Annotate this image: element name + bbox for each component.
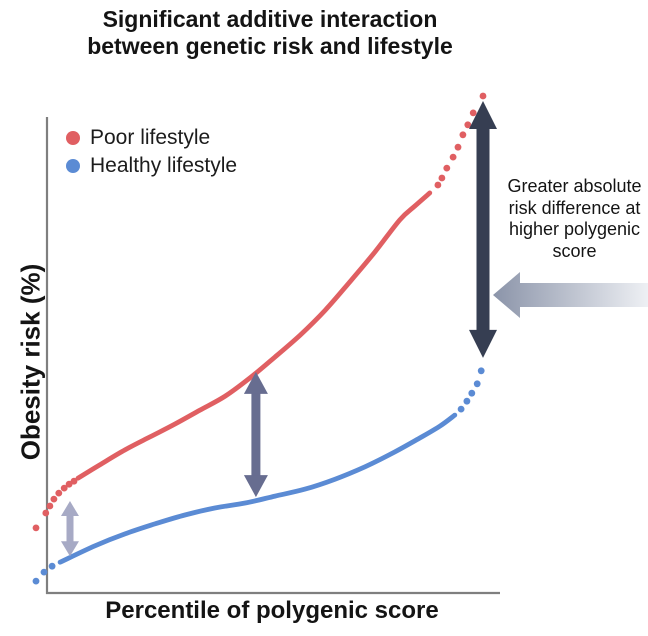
gap-arrows-layer bbox=[60, 100, 497, 557]
risk-gap-high-prs-down-head bbox=[469, 329, 497, 358]
risk-gap-low-prs-down-head bbox=[60, 541, 79, 557]
risk-gap-mid-prs-shaft bbox=[251, 391, 261, 477]
legend-item-healthy-lifestyle: Healthy lifestyle bbox=[66, 152, 237, 180]
risk-gap-high-prs-shaft bbox=[476, 127, 490, 332]
poor-lifestyle-curve-dot bbox=[46, 502, 54, 510]
healthy-lifestyle-curve-dot bbox=[32, 577, 40, 585]
poor-lifestyle-curve-dot bbox=[459, 131, 467, 139]
chart-title: Significant additive interaction between… bbox=[87, 6, 453, 59]
poor-lifestyle-curve-dot bbox=[464, 121, 472, 129]
healthy-lifestyle-curve-dot bbox=[468, 389, 476, 397]
poor-lifestyle-curve-dot bbox=[449, 153, 457, 161]
legend: Poor lifestyle Healthy lifestyle bbox=[66, 124, 237, 180]
side-note-left-arrow-icon bbox=[493, 272, 648, 318]
poor-lifestyle-curve-dot bbox=[50, 495, 58, 503]
poor-lifestyle-curve-dot bbox=[454, 143, 462, 151]
poor-lifestyle-curve-dot bbox=[438, 174, 446, 182]
healthy-lifestyle-curve-dot bbox=[473, 380, 481, 388]
healthy-lifestyle-curve-dot bbox=[457, 405, 465, 413]
risk-gap-high-prs-up-head bbox=[469, 100, 497, 129]
healthy-lifestyle-curve-dot bbox=[48, 562, 56, 570]
poor-lifestyle-curve-dot bbox=[434, 181, 442, 189]
risk-gap-mid-prs-up-head bbox=[243, 371, 268, 394]
risk-gap-low-prs-up-head bbox=[60, 501, 79, 517]
y-axis-label: Obesity risk (%) bbox=[15, 263, 46, 461]
poor-lifestyle-curve-dot bbox=[70, 477, 78, 485]
healthy-lifestyle-dot-icon bbox=[66, 159, 80, 173]
poor-lifestyle-curve-dot bbox=[32, 524, 40, 532]
risk-gap-low-prs-arrow bbox=[60, 501, 79, 557]
healthy-lifestyle-curve bbox=[57, 412, 458, 565]
poor-lifestyle-curve-dot bbox=[469, 109, 477, 117]
poor-lifestyle-dot-icon bbox=[66, 131, 80, 145]
risk-gap-high-prs-arrow bbox=[469, 100, 497, 358]
poor-lifestyle-curve-dot bbox=[42, 509, 50, 517]
series-layer bbox=[32, 92, 487, 585]
poor-lifestyle-curve-dot bbox=[60, 484, 68, 492]
healthy-lifestyle-curve-dot bbox=[477, 367, 485, 375]
healthy-lifestyle-curve-dot bbox=[40, 568, 48, 576]
legend-label-healthy-lifestyle: Healthy lifestyle bbox=[90, 154, 238, 177]
poor-lifestyle-curve-dot bbox=[443, 164, 451, 172]
risk-gap-mid-prs-down-head bbox=[243, 475, 268, 498]
poor-lifestyle-curve-dot bbox=[65, 480, 73, 488]
healthy-lifestyle-curve-dot bbox=[463, 397, 471, 405]
legend-label-poor-lifestyle: Poor lifestyle bbox=[90, 126, 211, 149]
poor-lifestyle-curve bbox=[75, 190, 433, 481]
legend-item-poor-lifestyle: Poor lifestyle bbox=[66, 124, 237, 152]
risk-gap-low-prs-shaft bbox=[66, 514, 74, 544]
poor-lifestyle-curve-dot bbox=[479, 92, 487, 100]
side-note-text: Greater absolute risk difference at high… bbox=[507, 176, 642, 261]
x-axis-label: Percentile of polygenic score bbox=[105, 597, 439, 624]
risk-gap-mid-prs-arrow bbox=[243, 371, 268, 498]
poor-lifestyle-curve-dot bbox=[55, 489, 63, 497]
